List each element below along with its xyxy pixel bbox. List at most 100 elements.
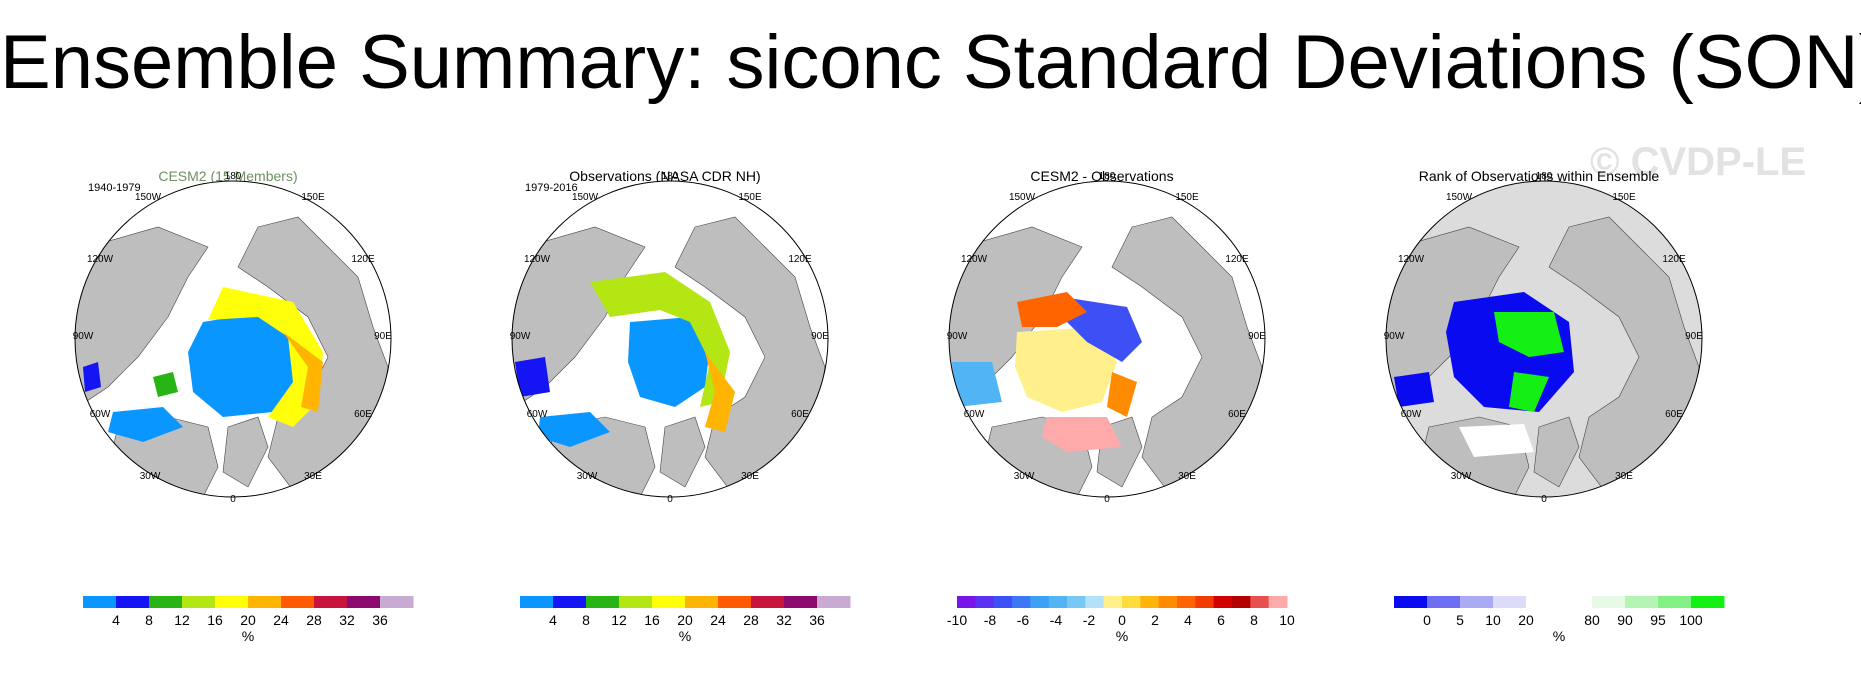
colorbar-swatch xyxy=(1493,596,1527,608)
colorbar-swatch xyxy=(149,596,183,608)
colorbar-unit: % xyxy=(1552,628,1566,644)
colorbar-swatch xyxy=(1195,596,1215,608)
longitude-label: 120W xyxy=(961,254,988,265)
longitude-label: 150W xyxy=(1446,192,1473,203)
longitude-label: 60E xyxy=(791,409,809,420)
sea-ice-field xyxy=(590,272,730,407)
sea-ice-field xyxy=(1042,417,1122,452)
longitude-label: 150W xyxy=(1009,192,1036,203)
colorbar-swatch xyxy=(1427,596,1461,608)
longitude-label: 90E xyxy=(374,331,392,342)
panel-title: Rank of Observations within Ensemble xyxy=(1418,168,1660,184)
colorbar-swatch xyxy=(957,596,976,608)
land-mass xyxy=(1533,416,1580,488)
longitude-label: 90E xyxy=(1248,331,1266,342)
colorbar-tick-label: 20 xyxy=(1518,612,1534,628)
colorbar-swatch xyxy=(1394,596,1428,608)
colorbar-swatch xyxy=(652,596,686,608)
longitude-label: 90W xyxy=(947,331,968,342)
colorbar-tick-label: 80 xyxy=(1584,612,1600,628)
colorbar-swatch xyxy=(1250,596,1270,608)
longitude-label: 120W xyxy=(87,254,114,265)
colorbar-tick-label: 24 xyxy=(710,612,726,628)
watermark: © CVDP-LE xyxy=(1590,140,1807,184)
colorbar-swatch xyxy=(1691,596,1725,608)
sea-ice-field xyxy=(108,407,183,442)
longitude-label: 120W xyxy=(1398,254,1425,265)
colorbar-tick-label: 6 xyxy=(1217,612,1225,628)
sea-ice-field xyxy=(1509,372,1549,412)
map-boundary xyxy=(511,180,829,498)
longitude-label: 30W xyxy=(1014,471,1035,482)
longitude-label: 180 xyxy=(1536,171,1553,182)
colorbar-tick-label: 16 xyxy=(207,612,223,628)
colorbar-swatch xyxy=(1140,596,1160,608)
sea-ice-field xyxy=(1015,327,1117,412)
colorbar-swatch xyxy=(1012,596,1031,608)
longitude-label: 60E xyxy=(354,409,372,420)
map-panel-2: Observations (NASA CDR NH) 1979-2016 180 15… xyxy=(450,160,880,660)
land-mass xyxy=(75,226,209,408)
colorbar-swatch xyxy=(1559,596,1593,608)
colorbar-swatch xyxy=(1103,596,1123,608)
colorbar-swatch xyxy=(1526,596,1560,608)
colorbar-tick-label: 8 xyxy=(145,612,153,628)
colorbar-tick-label: 28 xyxy=(743,612,759,628)
longitude-label: 150W xyxy=(572,192,599,203)
colorbar-tick-label: 32 xyxy=(339,612,355,628)
longitude-label: 60W xyxy=(964,409,985,420)
colorbar-tick-label: 5 xyxy=(1456,612,1464,628)
colorbar-swatch xyxy=(619,596,653,608)
colorbar-unit: % xyxy=(1115,628,1129,644)
colorbar xyxy=(1394,596,1725,608)
colorbar-swatch xyxy=(215,596,249,608)
sea-ice-field xyxy=(153,372,178,397)
panel-title: Observations (NASA CDR NH) xyxy=(569,168,761,184)
colorbar-tick-label: 4 xyxy=(1184,612,1192,628)
colorbar xyxy=(520,596,851,608)
colorbar-swatch xyxy=(1030,596,1050,608)
map-panel-3: CESM2 - Observations 180 150E 120E 90E 60E 30E… xyxy=(887,160,1317,660)
colorbar-tick-label: -4 xyxy=(1049,612,1063,628)
longitude-label: 150E xyxy=(1175,192,1199,203)
sea-ice-field xyxy=(1459,424,1534,457)
colorbar-swatch xyxy=(83,596,117,608)
colorbar-swatch xyxy=(281,596,315,608)
colorbar-swatch xyxy=(520,596,554,608)
colorbar-tick-label: 2 xyxy=(1151,612,1159,628)
colorbar-swatch xyxy=(718,596,752,608)
sea-ice-field xyxy=(1017,292,1087,327)
land-mass xyxy=(659,416,706,488)
polar-map: 180 150E 120E 90E 60E 30E 0 30W 60W 90W 120W 150W xyxy=(73,171,393,505)
colorbar-tick-label: 12 xyxy=(611,612,627,628)
longitude-label: 60E xyxy=(1665,409,1683,420)
longitude-label: 30E xyxy=(1615,471,1633,482)
longitude-label: 180 xyxy=(662,171,679,182)
polar-map: 180 150E 120E 90E 60E 30E 0 30W 60W 90W 120W 150W xyxy=(1384,171,1704,505)
longitude-label: 90W xyxy=(510,331,531,342)
colorbar-tick-label: 36 xyxy=(372,612,388,628)
colorbar-tick-label: 8 xyxy=(582,612,590,628)
colorbar-tick-label: -2 xyxy=(1082,612,1096,628)
colorbar-swatch xyxy=(1232,596,1251,608)
longitude-label: 0 xyxy=(1541,494,1547,505)
sea-ice-field xyxy=(628,317,710,407)
longitude-label: 60W xyxy=(527,409,548,420)
sea-ice-field xyxy=(1394,372,1434,407)
map-boundary xyxy=(948,180,1266,498)
colorbar-swatch xyxy=(347,596,381,608)
longitude-label: 60E xyxy=(1228,409,1246,420)
colorbar-unit: % xyxy=(241,628,255,644)
longitude-label: 0 xyxy=(1104,494,1110,505)
longitude-label: 30E xyxy=(1178,471,1196,482)
colorbar-tick-label: -8 xyxy=(983,612,997,628)
colorbar-swatch xyxy=(182,596,216,608)
colorbar-swatch xyxy=(116,596,150,608)
longitude-label: 120E xyxy=(1662,254,1686,265)
colorbar-tick-label: 12 xyxy=(174,612,190,628)
colorbar-swatch xyxy=(314,596,348,608)
colorbar-swatch xyxy=(1177,596,1196,608)
land-mass xyxy=(1386,226,1520,408)
longitude-label: 120W xyxy=(524,254,551,265)
longitude-label: 90W xyxy=(1384,331,1405,342)
